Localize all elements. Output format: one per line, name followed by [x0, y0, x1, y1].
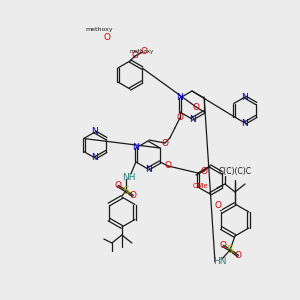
Text: S: S [123, 186, 129, 196]
Text: NH: NH [122, 172, 136, 182]
Text: O: O [220, 242, 226, 250]
Text: O: O [161, 139, 168, 148]
Text: N: N [92, 154, 98, 163]
Text: O: O [114, 182, 122, 190]
Text: N: N [92, 128, 98, 136]
Text: O: O [131, 52, 139, 61]
Text: N: N [145, 164, 152, 173]
Text: O: O [165, 161, 172, 170]
Text: O: O [200, 167, 208, 176]
Text: O: O [176, 113, 183, 122]
Text: N: N [242, 118, 248, 127]
Text: O: O [214, 200, 221, 209]
Text: O: O [129, 191, 137, 200]
Text: O: O [193, 103, 200, 112]
Text: OMe: OMe [192, 183, 208, 189]
Text: N: N [242, 92, 248, 101]
Text: S: S [227, 245, 233, 255]
Text: O: O [103, 34, 110, 43]
Text: O: O [235, 251, 242, 260]
Text: HN: HN [213, 256, 227, 266]
Text: O: O [140, 46, 148, 56]
Text: methoxy: methoxy [130, 50, 154, 55]
Text: methoxy: methoxy [85, 26, 113, 32]
Text: C(C)(C)C: C(C)(C)C [218, 167, 251, 176]
Text: N: N [133, 143, 139, 152]
Text: N: N [176, 94, 183, 103]
Text: N: N [189, 115, 195, 124]
